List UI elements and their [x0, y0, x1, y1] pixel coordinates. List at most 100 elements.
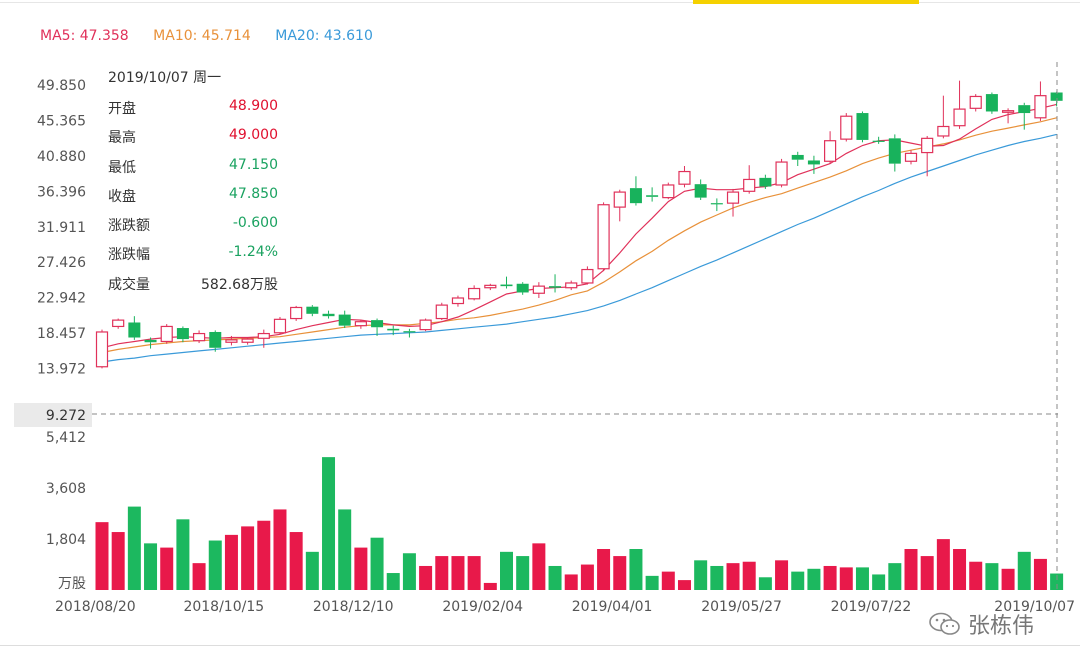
candle-body-up	[112, 319, 125, 328]
candle-body-up	[613, 191, 626, 208]
volume-bar	[710, 565, 724, 590]
candle-body-up	[354, 321, 367, 327]
price-tick-label: 22.942	[37, 291, 86, 307]
ma10-legend: MA10: 45.714	[153, 28, 251, 44]
candle-body-up	[969, 95, 982, 109]
volume-bar	[257, 520, 271, 590]
candle-body-down	[176, 328, 189, 340]
volume-bar	[289, 532, 303, 590]
info-label: 最高	[108, 130, 136, 147]
ma20-legend: MA20: 43.610	[275, 28, 373, 44]
candle-body-down	[338, 314, 351, 326]
candle-body-up	[1001, 110, 1015, 113]
price-tick-label: 45.365	[37, 113, 86, 129]
volume-bar	[953, 549, 967, 590]
info-row-change-pct: 涨跌幅 -1.24%	[108, 244, 278, 273]
volume-bar	[160, 547, 174, 590]
candle-body-up	[1034, 95, 1047, 119]
candle-body-down	[209, 331, 222, 348]
volume-bar	[855, 567, 869, 590]
candle-body-down	[1050, 92, 1063, 101]
info-label: 涨跌额	[108, 218, 150, 235]
candle-body-up	[95, 331, 109, 368]
volume-bar	[419, 565, 433, 590]
volume-bar	[677, 580, 691, 590]
volume-bar	[969, 561, 983, 590]
candle-body-down	[500, 284, 513, 287]
volume-bar	[386, 573, 400, 590]
volume-bar	[872, 574, 886, 590]
x-tick-label: 2018/12/10	[313, 599, 394, 615]
info-row-low: 最低 47.150	[108, 157, 278, 186]
stock-kline-chart[interactable]: 49.850 45.365 40.880 36.396 31.911 27.426 22.9…	[0, 0, 1080, 620]
volume-bar	[580, 564, 594, 590]
volume-bar	[1050, 573, 1064, 590]
volume-bar	[370, 537, 384, 590]
volume-bar	[192, 563, 206, 590]
volume-bar	[985, 563, 999, 590]
x-tick-label: 2018/08/20	[55, 599, 136, 615]
wechat-watermark: 张栋伟	[928, 608, 1034, 640]
candle-body-down	[629, 188, 642, 204]
volume-bar	[888, 563, 902, 590]
info-value: 582.68万股	[201, 276, 278, 293]
info-value: 47.850	[229, 185, 278, 202]
candle-body-up	[290, 306, 303, 320]
candle-body-up	[451, 297, 465, 305]
candle-body-down	[856, 113, 869, 140]
volume-bar	[95, 522, 109, 590]
volume-bar	[516, 556, 530, 590]
candle-body-down	[516, 283, 529, 293]
info-row-volume: 成交量 582.68万股	[108, 274, 278, 303]
volume-bar	[742, 561, 756, 590]
info-row-high: 最高 49.000	[108, 127, 278, 156]
info-value: 48.900	[229, 98, 278, 114]
candle-body-up	[225, 339, 238, 343]
candle-body-down	[807, 160, 820, 165]
candle-body-up	[160, 325, 173, 343]
candle-body-down	[646, 195, 659, 197]
volume-unit-label: 万股	[58, 576, 86, 592]
volume-bar	[629, 549, 643, 590]
candle-body-up	[257, 332, 270, 339]
candle-body-up	[743, 178, 756, 192]
volume-bar	[839, 567, 853, 590]
candle-body-up	[937, 125, 950, 137]
price-tick-label: 31.911	[37, 220, 86, 236]
info-value: 49.000	[229, 127, 278, 144]
candle-body-up	[678, 170, 691, 185]
volume-bar	[661, 571, 675, 590]
info-value: -1.24%	[228, 244, 278, 261]
candle-body-up	[484, 284, 497, 289]
volume-tick-label: 1,804	[46, 532, 86, 548]
ma20-line	[101, 133, 1057, 363]
candle-body-down	[144, 339, 157, 343]
candle-body-down	[888, 138, 901, 164]
candle-body-up	[823, 140, 837, 162]
active-tab-indicator[interactable]	[693, 0, 919, 4]
volume-bar	[758, 577, 772, 590]
candle-body-up	[468, 287, 481, 300]
volume-bar	[548, 565, 562, 590]
volume-bar	[144, 543, 158, 590]
volume-bar	[823, 565, 837, 590]
candle-body-up	[904, 152, 918, 162]
info-row-change: 涨跌额 -0.600	[108, 215, 278, 244]
x-tick-label: 2019/07/22	[831, 599, 912, 615]
candle-body-up	[662, 184, 675, 199]
volume-tick-label: 5,412	[46, 430, 86, 446]
volume-bar	[920, 556, 934, 590]
info-label: 最低	[108, 159, 136, 176]
x-tick-label: 2019/05/27	[701, 599, 782, 615]
candle-body-down	[694, 184, 707, 198]
volume-bar	[694, 560, 708, 590]
candle-body-up	[597, 204, 610, 270]
candle-body-down	[403, 331, 416, 333]
volume-bar	[936, 539, 950, 590]
ma5-legend: MA5: 47.358	[40, 28, 129, 44]
candle-body-up	[565, 282, 578, 289]
candle-body-up	[840, 115, 853, 140]
info-date: 2019/10/07 周一	[108, 70, 222, 86]
price-tick-label: 18.457	[37, 326, 86, 342]
volume-bar	[791, 571, 805, 590]
